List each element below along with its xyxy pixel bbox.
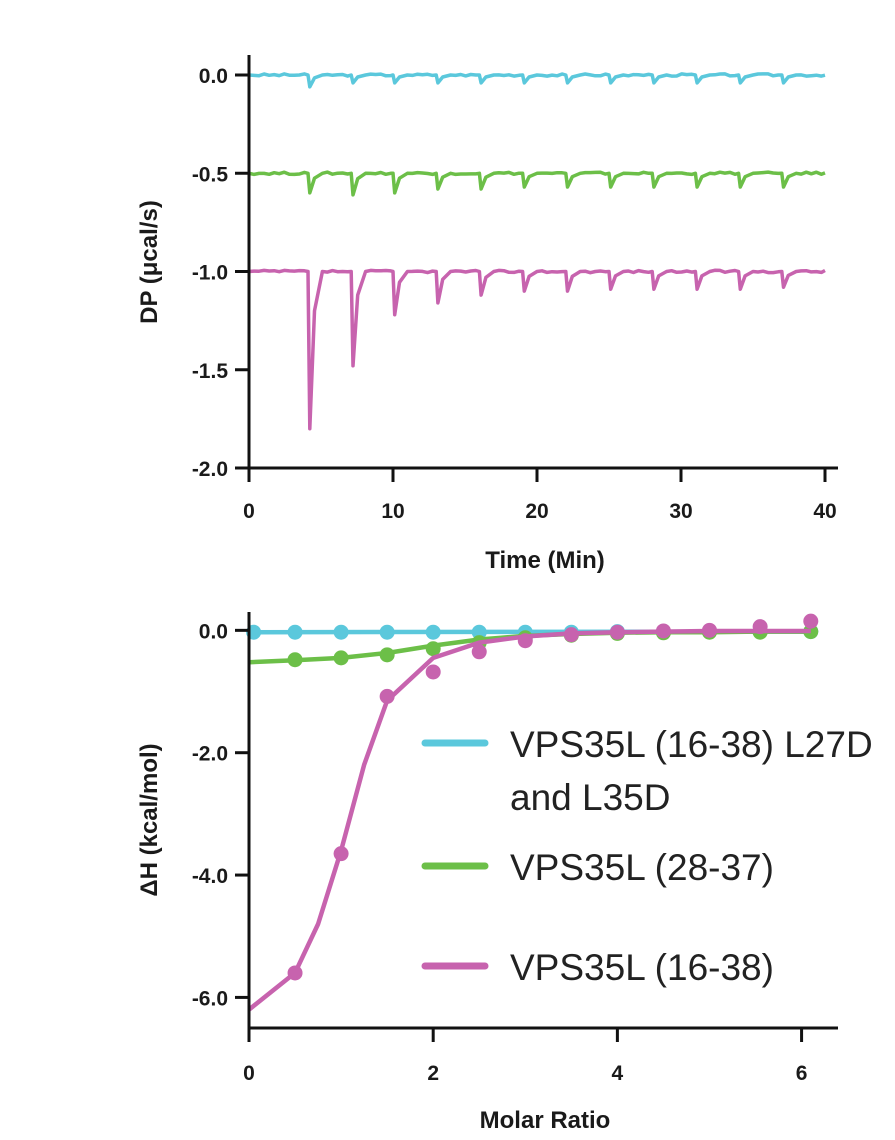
data-point <box>333 846 349 862</box>
data-point <box>471 624 487 640</box>
thermogram-trace <box>248 72 826 89</box>
binding-isotherm-panel: 0.0 -2.0 -4.0 -6.0 0 2 4 6 Molar Ratio ΔH (kca… <box>136 612 873 1134</box>
top-y-tick-label: -2.0 <box>192 458 228 481</box>
top-x-tick-label: 10 <box>381 500 404 523</box>
top-x-axis-title: Time (Min) <box>485 547 605 574</box>
isotherm-series-group <box>246 613 819 1012</box>
thermogram-trace <box>248 268 826 431</box>
legend-label-28-37: VPS35L (28-37) <box>510 847 774 888</box>
top-y-tick-label: -1.0 <box>192 262 228 285</box>
data-point <box>425 664 441 680</box>
top-x-tick-label: 20 <box>525 500 548 523</box>
data-point <box>425 641 441 657</box>
bottom-y-tick-label: -2.0 <box>192 743 228 766</box>
thermogram-trace <box>248 170 826 197</box>
top-y-tick-label: -1.5 <box>192 360 229 383</box>
data-point <box>333 624 349 640</box>
data-point <box>333 650 349 666</box>
top-y-ticks: 0.0 -0.5 -1.0 -1.5 -2.0 <box>192 65 249 481</box>
data-point <box>609 624 625 640</box>
data-point <box>379 647 395 663</box>
data-point <box>655 623 671 639</box>
data-point <box>471 644 487 660</box>
fit-curve <box>247 628 811 1012</box>
data-point <box>425 624 441 640</box>
thermogram-panel: 0.0 -0.5 -1.0 -1.5 -2.0 0 10 20 30 40 Time (Min)… <box>136 55 838 574</box>
data-point <box>287 624 303 640</box>
top-y-tick-label: 0.0 <box>199 65 228 88</box>
legend-label-mutant-line2: and L35D <box>510 777 670 818</box>
top-x-tick-label: 40 <box>813 500 836 523</box>
data-point <box>517 633 533 649</box>
bottom-x-axis-title: Molar Ratio <box>480 1107 611 1134</box>
top-y-tick-label: -0.5 <box>192 163 229 186</box>
top-x-ticks: 0 10 20 30 40 <box>243 468 837 523</box>
thermogram-series-group <box>248 72 826 431</box>
bottom-y-axis-title: ΔH (kcal/mol) <box>136 743 163 896</box>
data-point <box>701 622 717 638</box>
bottom-x-tick-label: 6 <box>796 1062 808 1085</box>
bottom-x-tick-label: 2 <box>427 1062 439 1085</box>
bottom-x-tick-label: 4 <box>612 1062 624 1085</box>
data-point <box>563 627 579 643</box>
top-x-tick-label: 30 <box>669 500 692 523</box>
data-point <box>287 652 303 668</box>
top-x-tick-label: 0 <box>243 500 255 523</box>
bottom-x-tick-label: 0 <box>243 1062 255 1085</box>
bottom-x-ticks: 0 2 4 6 <box>243 1028 807 1085</box>
legend-label-mutant-line1: VPS35L (16-38) L27D <box>510 724 873 765</box>
data-point <box>803 613 819 629</box>
data-point <box>287 965 303 981</box>
legend: VPS35L (16-38) L27D and L35D VPS35L (28-… <box>421 724 873 988</box>
data-point <box>752 619 768 635</box>
bottom-y-ticks: 0.0 -2.0 -4.0 -6.0 <box>192 620 249 1010</box>
bottom-y-tick-label: -6.0 <box>192 987 228 1010</box>
bottom-y-tick-label: 0.0 <box>199 620 228 643</box>
legend-label-16-38: VPS35L (16-38) <box>510 947 774 988</box>
data-point <box>379 624 395 640</box>
data-point <box>379 688 395 704</box>
bottom-y-tick-label: -4.0 <box>192 865 228 888</box>
top-y-axis-title: DP (μcal/s) <box>136 200 163 324</box>
